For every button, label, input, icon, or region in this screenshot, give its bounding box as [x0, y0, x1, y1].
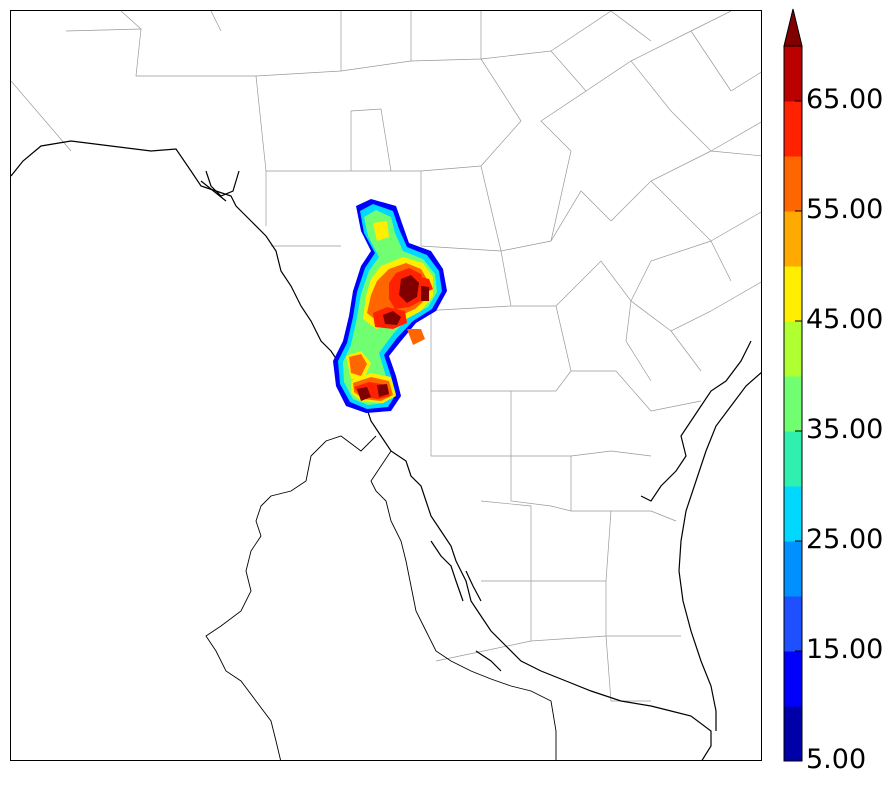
precip-level-60: [354, 268, 433, 399]
colorbar-segment: [784, 431, 802, 487]
colorbar-tick-label: 65.00: [806, 84, 884, 115]
colorbar-segment: [784, 376, 802, 432]
colorbar-segment: [784, 266, 802, 322]
county-borders: [11, 11, 761, 702]
colorbar-tick-label: 35.00: [806, 414, 884, 445]
colorbar-extend-arrow: [783, 8, 803, 47]
colorbar-segment: [784, 46, 802, 102]
colorbar-segment: [784, 596, 802, 652]
colorbar-segment: [784, 211, 802, 267]
colorbar-tick-label: 25.00: [806, 524, 884, 555]
colorbar-segment: [784, 706, 802, 762]
map-canvas: [11, 11, 761, 760]
colorbar-tick-label: 45.00: [806, 304, 884, 335]
colorbar-segment: [784, 651, 802, 707]
precip-level-70: [357, 275, 429, 401]
map-panel: [10, 10, 762, 761]
colorbar-segment: [784, 101, 802, 157]
colorbar-segment: [784, 156, 802, 212]
coastline: [11, 140, 761, 760]
colorbar-segment: [784, 541, 802, 597]
colorbar-segment: [784, 486, 802, 542]
colorbar-frame: [783, 45, 803, 762]
colorbar: [783, 8, 803, 762]
colorbar-tick-label: 5.00: [806, 744, 867, 775]
international-border: [205, 435, 557, 760]
colorbar-tick-label: 15.00: [806, 634, 884, 665]
precip-field: [333, 199, 447, 413]
colorbar-segment: [784, 321, 802, 377]
colorbar-tick-label: 55.00: [806, 194, 884, 225]
